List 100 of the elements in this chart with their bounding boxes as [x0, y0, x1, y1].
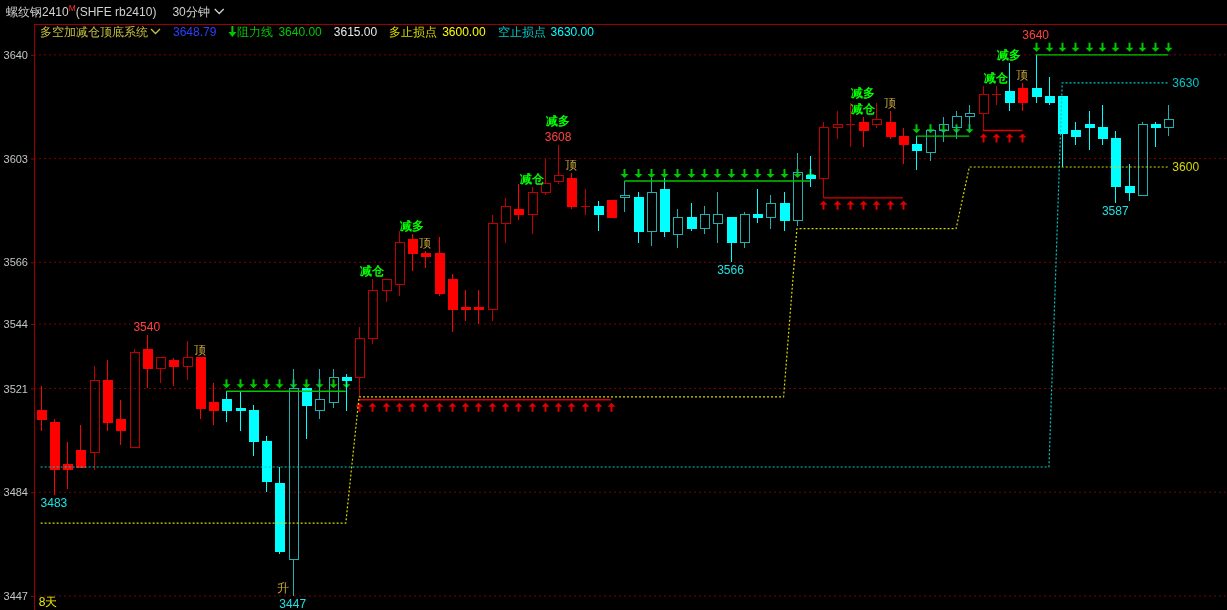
annotation: 顶: [193, 342, 206, 357]
y-tick-label: 3544: [3, 318, 28, 331]
candlestick: [712, 191, 723, 244]
candlestick: [991, 85, 1002, 106]
candlestick: [460, 289, 471, 322]
annotation: 减仓: [851, 101, 877, 116]
candlestick: [49, 418, 60, 496]
candlestick: [75, 424, 86, 468]
candlestick: [168, 357, 179, 387]
candlestick: [1124, 163, 1135, 202]
annotation: 3447: [279, 596, 307, 610]
annotation: 顶: [883, 95, 896, 110]
candlestick: [1070, 121, 1081, 146]
annotation: 减多: [546, 113, 571, 128]
candlestick: [420, 250, 431, 269]
candlestick: [235, 390, 246, 432]
candlestick: [487, 214, 498, 322]
annotation: 3630.00: [550, 25, 595, 39]
annotation: 减多: [997, 48, 1022, 63]
candlestick: [1057, 96, 1068, 168]
y-tick-label: 3640: [3, 48, 28, 61]
y-tick-label: 3447: [3, 590, 28, 602]
candlestick: [553, 144, 564, 185]
candlestick: [208, 382, 219, 426]
annotation: 8天: [38, 595, 58, 609]
data-label: 3630: [1172, 75, 1200, 90]
candlestick: [672, 208, 683, 249]
candlestick: [394, 230, 405, 297]
annotation: 顶: [565, 157, 578, 172]
candlestick: [858, 116, 869, 148]
candlestick: [500, 197, 511, 244]
candlestick: [752, 188, 763, 224]
candlestick: [606, 200, 617, 218]
annotation: 减多: [400, 219, 425, 234]
candlestick: [699, 205, 710, 235]
annotation: 3600.00: [442, 25, 486, 39]
candlestick: [885, 110, 896, 140]
candlestick: [36, 385, 47, 432]
candlestick: [261, 435, 272, 493]
candlestick: [274, 466, 285, 555]
candlestick: [142, 334, 153, 389]
candlestick: [248, 404, 259, 457]
candlestick: [1017, 82, 1028, 112]
y-tick-label: 3566: [3, 256, 28, 269]
candlestick: [1150, 121, 1161, 148]
candlestick: [779, 191, 790, 232]
annotation: 3640: [1022, 27, 1050, 42]
candlestick: [102, 359, 113, 432]
annotation: 3587: [1101, 204, 1129, 219]
text: 多止损点: [389, 25, 438, 39]
candlestick: [182, 340, 193, 381]
candlestick: [1084, 110, 1095, 151]
candlestick: [155, 357, 166, 384]
candlestick: [354, 326, 365, 398]
candlestick: [129, 348, 140, 448]
legend-title: 多空加减仓顶底系统: [40, 25, 148, 39]
candlestick: [566, 172, 577, 210]
annotation: 3615.00: [333, 25, 378, 39]
candlestick: [1137, 121, 1148, 196]
y-tick-label: 3521: [3, 382, 28, 395]
candlestick: [447, 273, 458, 333]
text: 空止损点: [497, 25, 546, 39]
candlestick: [739, 211, 750, 249]
candlestick: [221, 390, 232, 423]
y-tick-label: 3484: [3, 486, 28, 499]
candlestick: [115, 399, 126, 446]
candlestick: [527, 186, 538, 235]
candlestick: [473, 289, 484, 325]
candlestick: [633, 191, 644, 244]
candlestick: [978, 85, 989, 132]
annotation: 3540: [133, 320, 161, 335]
candlestick: [301, 388, 312, 440]
y-tick-label: 3603: [3, 152, 28, 165]
candlestick: [686, 202, 697, 232]
candlestick: [619, 180, 630, 213]
annotation: 3648.79: [173, 25, 217, 39]
annotation: 顶: [1016, 67, 1029, 82]
candlestick: [513, 183, 524, 221]
candlestick: [381, 278, 392, 303]
annotation: 减多: [851, 85, 876, 100]
annotation: 减仓: [519, 171, 545, 186]
candlestick: [1031, 54, 1042, 104]
annotation: 3608: [544, 129, 572, 144]
chart-subtitle: 30分钟: [172, 5, 210, 19]
candlestick: [1044, 76, 1055, 106]
candlestick: [832, 110, 843, 140]
candlestick: [726, 216, 737, 263]
candlestick: [1163, 104, 1174, 137]
annotation: 顶: [419, 236, 432, 251]
candlestick: [89, 365, 100, 471]
candlestick: [1097, 104, 1108, 146]
annotation: 升: [276, 580, 289, 595]
candlestick: [62, 441, 73, 490]
candlestick: [765, 194, 776, 230]
candlestick: [434, 236, 445, 297]
chart-title: 螺纹钢2410$^{M}$(SHFE rb2410): [6, 3, 157, 19]
annotation: 3566: [717, 263, 745, 278]
annotation: 减仓: [360, 264, 386, 279]
candlestick: [407, 233, 418, 272]
candlestick: [1110, 130, 1121, 204]
